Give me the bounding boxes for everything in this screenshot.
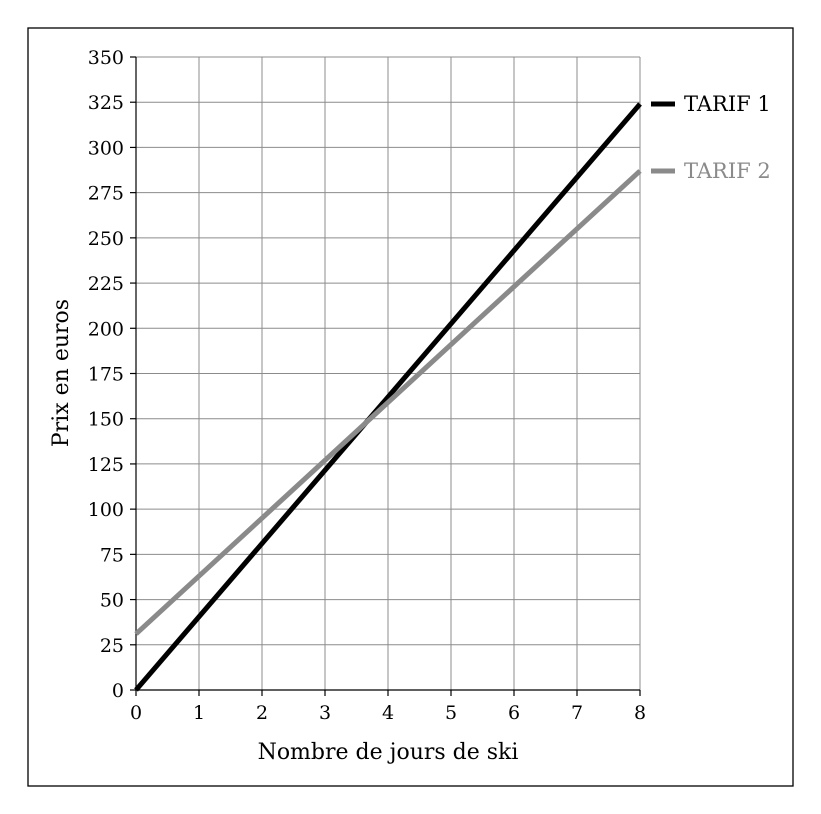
y-tick-label: 50: [100, 590, 124, 612]
y-tick-label: 275: [88, 183, 124, 205]
y-axis-title: Prix en euros: [49, 299, 74, 447]
series: [134, 102, 642, 692]
y-tick-label: 0: [112, 680, 124, 702]
x-tick-label: 5: [445, 702, 457, 724]
y-tick-label: 75: [100, 544, 124, 566]
x-tick-label: 2: [256, 702, 268, 724]
y-tick-label: 325: [88, 92, 124, 114]
y-tick-label: 100: [88, 499, 124, 521]
legend-label-1: TARIF 1: [684, 92, 771, 116]
y-tick-label: 175: [88, 364, 124, 386]
x-tick-label: 4: [382, 702, 394, 724]
y-tick-label: 150: [88, 409, 124, 431]
legend: TARIF 1 TARIF 2: [651, 92, 771, 183]
x-ticks: 0 1 2 3 4 5 6 7 8: [130, 690, 646, 724]
y-tick-label: 300: [88, 137, 124, 159]
y-tick-label: 125: [88, 454, 124, 476]
x-tick-label: 6: [508, 702, 520, 724]
series-line-1: [134, 102, 642, 692]
y-tick-label: 250: [88, 228, 124, 250]
x-tick-label: 7: [571, 702, 583, 724]
grid: [136, 56, 641, 690]
x-tick-label: 3: [319, 702, 331, 724]
y-tick-label: 25: [100, 635, 124, 657]
y-tick-label: 225: [88, 273, 124, 295]
y-tick-label: 200: [88, 318, 124, 340]
x-tick-label: 1: [193, 702, 205, 724]
y-ticks: 0 25 50 75 100 125 150 175 200 225 250 275 300 325 350: [88, 47, 136, 702]
series-line-2: [134, 169, 642, 636]
legend-label-2: TARIF 2: [684, 159, 771, 183]
y-tick-label: 350: [88, 47, 124, 69]
x-tick-label: 8: [634, 702, 646, 724]
x-axis-title: Nombre de jours de ski: [258, 740, 519, 765]
x-tick-label: 0: [130, 702, 142, 724]
chart-frame: [27, 27, 794, 787]
